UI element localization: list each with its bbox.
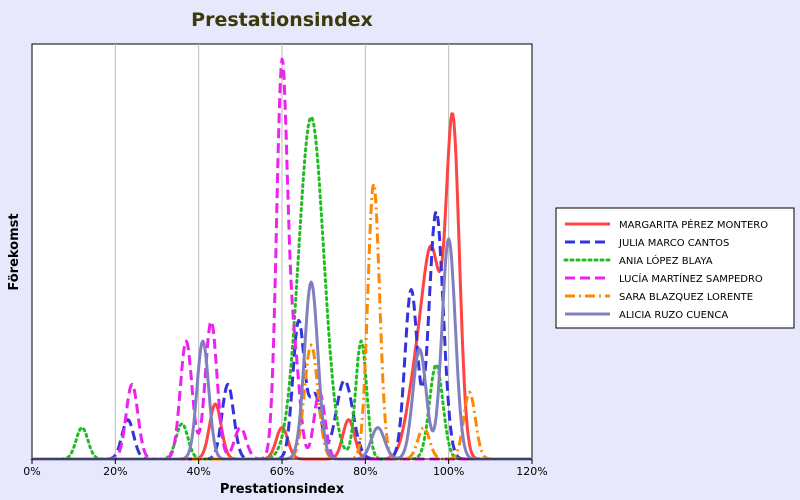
legend-label: ANIA LÓPEZ BLAYA [619, 254, 713, 267]
x-tick-label: 120% [516, 465, 547, 478]
series-line [31, 209, 533, 461]
legend-label: SARA BLAZQUEZ LORENTE [619, 292, 753, 303]
x-tick-label: 80% [353, 465, 377, 478]
x-tick-label: 40% [186, 465, 210, 478]
y-axis-label: Förekomst [7, 213, 22, 290]
legend-label: LUCÍA MARTÍNEZ SAMPEDRO [619, 272, 763, 285]
legend-label: MARGARITA PÉREZ MONTERO [619, 218, 768, 231]
legend: MARGARITA PÉREZ MONTERO JULIA MARCO CANTO… [555, 207, 795, 329]
x-axis-label: Prestationsindex [220, 482, 345, 497]
legend-box [555, 207, 795, 329]
x-tick-label: 60% [270, 465, 294, 478]
chart-title: Prestationsindex [191, 9, 373, 31]
x-tick-label: 20% [103, 465, 127, 478]
x-tick-label: 0% [23, 465, 40, 478]
legend-label: JULIA MARCO CANTOS [618, 238, 729, 249]
legend-label: ALICIA RUZO CUENCA [619, 310, 728, 321]
x-tick-label: 100% [433, 465, 464, 478]
x-ticks: 0% 20% 40% 60% 80% 100% 120% [23, 459, 548, 478]
